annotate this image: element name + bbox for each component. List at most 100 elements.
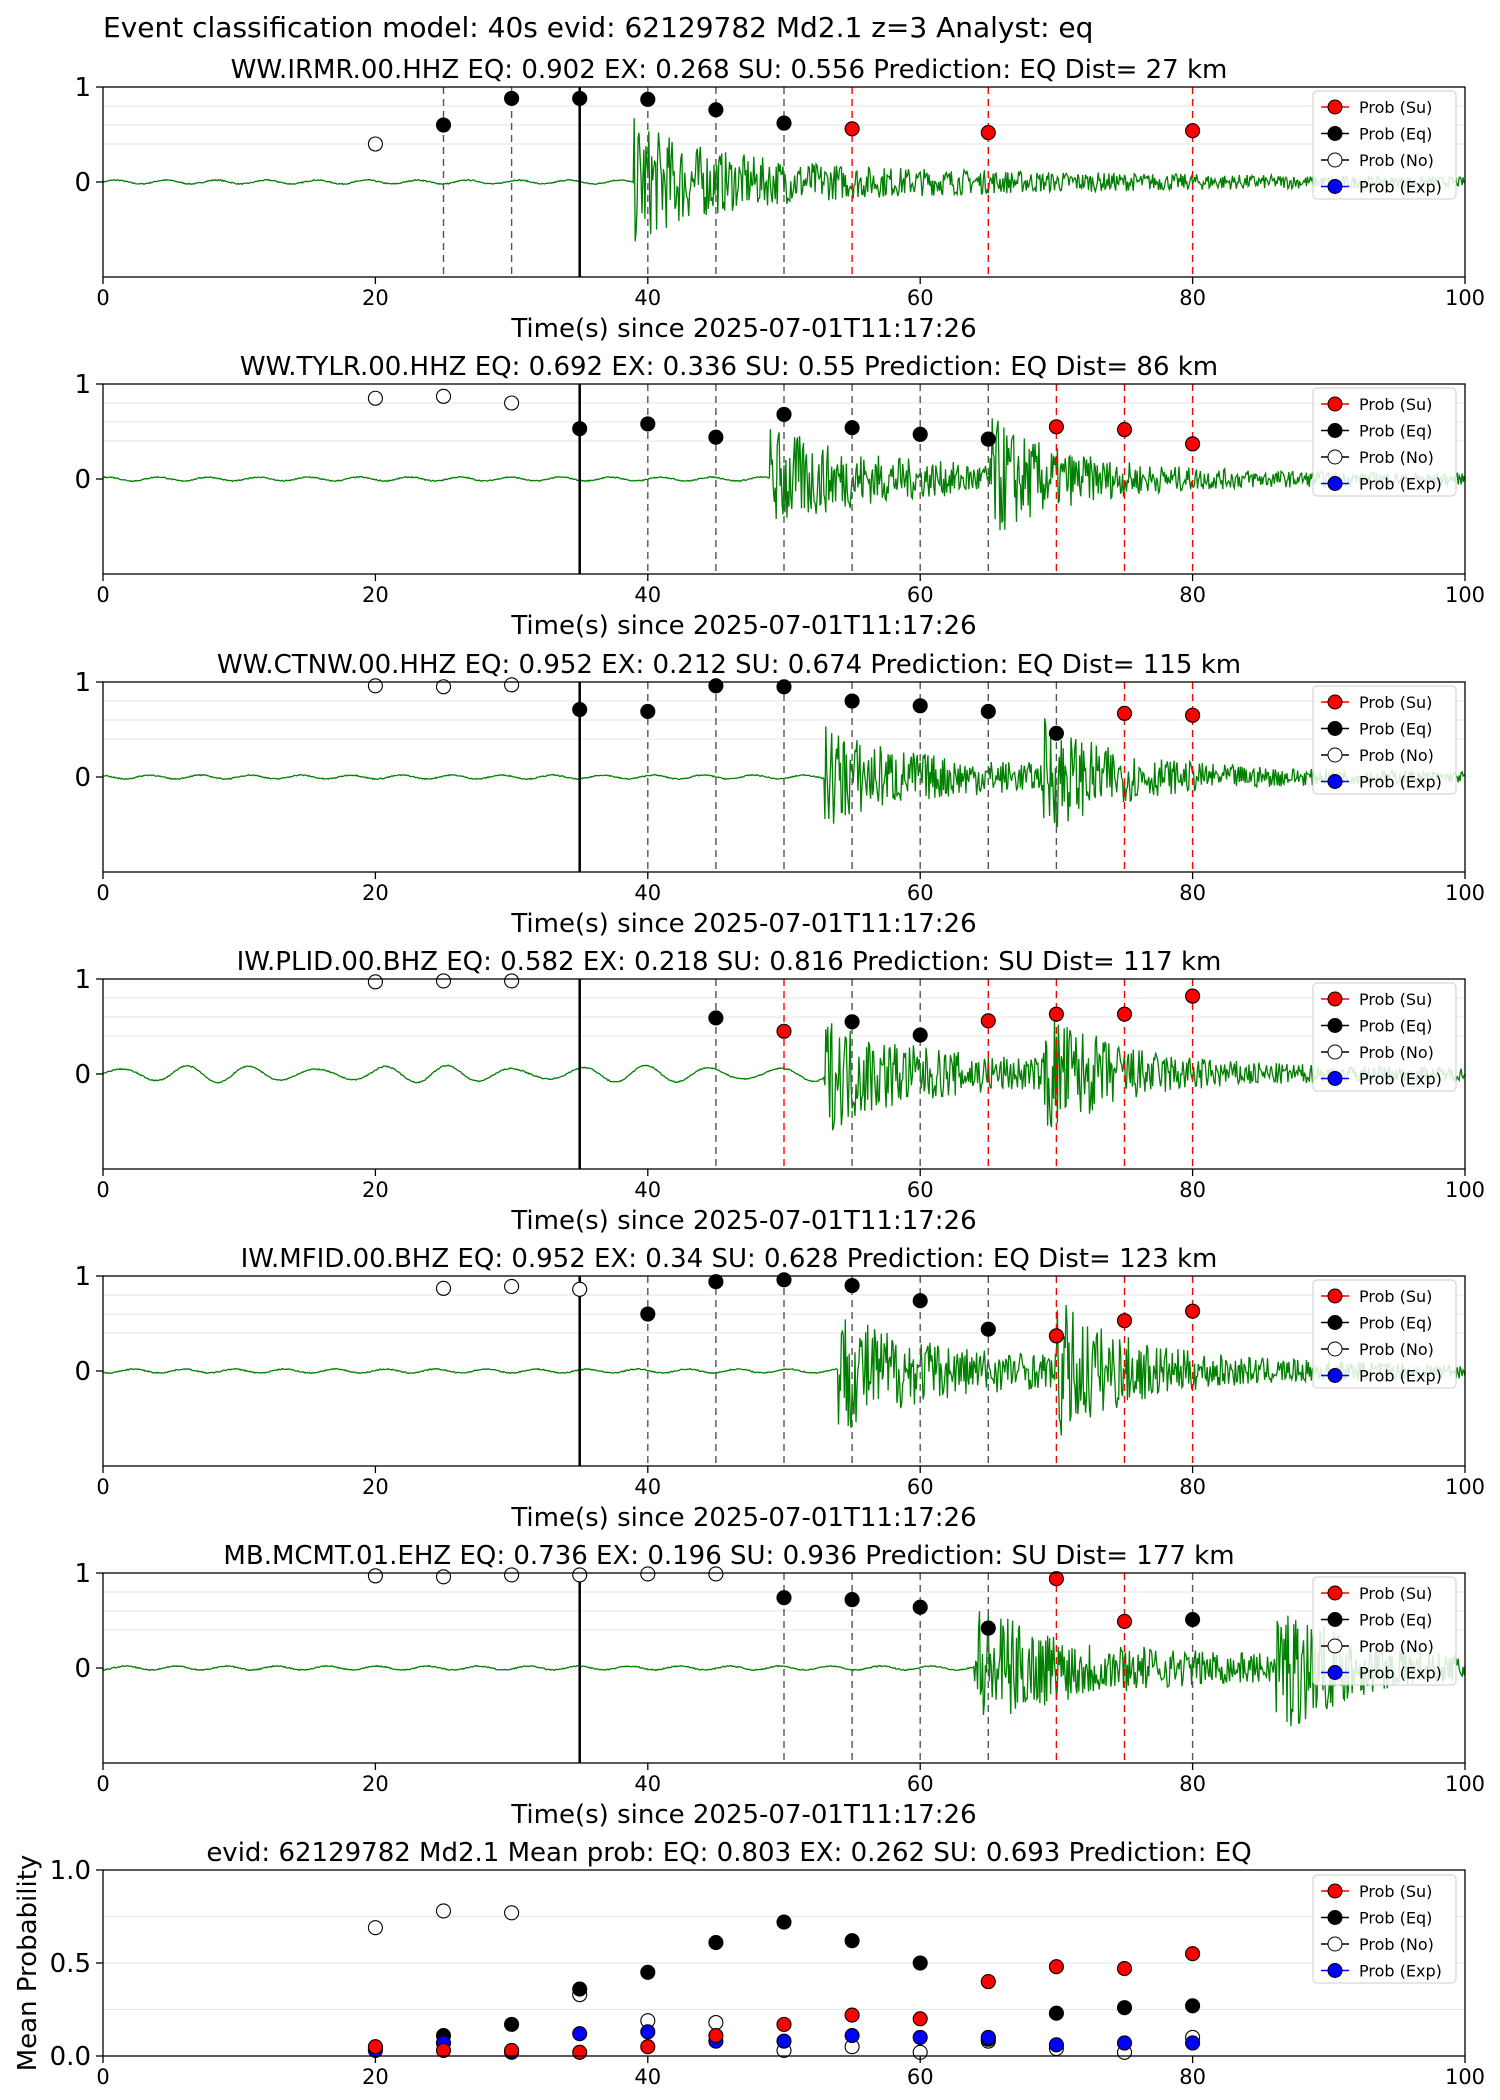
- panel-7: 0.0 0.5 1.0 0 20 40 60 80 100 Mean Probability evi…: [13, 1838, 1485, 2089]
- prob-marker-eq: [708, 429, 724, 445]
- prob-marker-no: [504, 1567, 520, 1583]
- x-tick-label: 0: [96, 2065, 109, 2089]
- legend-label-eq: Prob (Eq): [1359, 422, 1432, 441]
- legend-label-no: Prob (No): [1359, 746, 1434, 765]
- x-tick-label: 40: [634, 1475, 661, 1499]
- prob-marker-eq: [912, 698, 928, 714]
- legend-frame: [1312, 982, 1457, 1092]
- y-tick-label: 0.0: [50, 2042, 91, 2072]
- legend-label-eq: Prob (Eq): [1359, 1314, 1432, 1333]
- y-tick-label: 0.5: [50, 1949, 91, 1979]
- waveform-trace: [102, 418, 1466, 531]
- mean-prob-marker-su: [1185, 1946, 1201, 1962]
- mean-prob-marker-exp: [1185, 2035, 1201, 2051]
- prob-marker-eq: [572, 90, 588, 106]
- legend-frame: [1312, 685, 1457, 795]
- legend-label-exp: Prob (Exp): [1359, 773, 1442, 792]
- mean-prob-marker-su: [504, 2042, 520, 2058]
- legend-frame: [1312, 1279, 1457, 1389]
- prob-marker-no: [504, 1278, 520, 1294]
- legend-label-exp: Prob (Exp): [1359, 178, 1442, 197]
- x-tick-label: 40: [634, 583, 661, 607]
- x-tick-label: 40: [634, 1178, 661, 1202]
- panel-title: IW.PLID.00.BHZ EQ: 0.582 EX: 0.218 SU: 0…: [237, 947, 1222, 977]
- x-tick-label: 100: [1445, 1475, 1485, 1499]
- prob-marker-eq: [980, 1620, 996, 1636]
- x-tick-label: 100: [1445, 583, 1485, 607]
- y-tick-label: 1: [74, 965, 91, 995]
- prob-marker-su: [1048, 1571, 1064, 1587]
- prob-marker-eq: [435, 117, 452, 133]
- legend-marker-su: [1327, 991, 1343, 1007]
- x-tick-label: 0: [96, 286, 109, 310]
- prob-marker-no: [504, 973, 520, 989]
- y-tick-label: 0: [74, 1654, 91, 1684]
- prob-marker-no: [367, 1568, 383, 1584]
- legend-frame: [1312, 1874, 1457, 1984]
- mean-prob-marker-eq: [572, 1981, 588, 1997]
- mean-prob-marker-no: [435, 1903, 452, 1919]
- prob-marker-su: [980, 1013, 996, 1029]
- prob-marker-eq: [912, 426, 928, 442]
- legend-label-su: Prob (Su): [1359, 990, 1432, 1009]
- legend-frame: [1312, 90, 1457, 200]
- mean-prob-marker-exp: [1116, 2035, 1133, 2051]
- prob-marker-eq: [640, 416, 656, 432]
- legend-marker-exp: [1327, 1368, 1343, 1383]
- x-axis-label: Time(s) since 2025-07-01T11:17:26: [510, 1206, 976, 1236]
- x-tick-label: 0: [96, 1178, 109, 1202]
- prob-marker-su: [1116, 1313, 1133, 1329]
- x-tick-label: 80: [1179, 1772, 1206, 1796]
- waveform-trace: [102, 1304, 1466, 1436]
- mean-prob-marker-no: [708, 2014, 724, 2031]
- panel-title: WW.CTNW.00.HHZ EQ: 0.952 EX: 0.212 SU: 0…: [217, 650, 1241, 680]
- prob-marker-su: [980, 125, 996, 141]
- prob-marker-no: [367, 974, 383, 990]
- x-tick-label: 60: [907, 2065, 934, 2089]
- x-axis-label: Time(s) since 2025-07-01T11:17:26: [510, 1800, 976, 1830]
- x-tick-label: 20: [362, 583, 389, 607]
- y-axis-label: Mean Probability: [13, 1855, 43, 2072]
- x-tick-label: 0: [96, 1475, 109, 1499]
- mean-prob-marker-eq: [776, 1914, 792, 1930]
- mean-prob-marker-eq: [1116, 2000, 1133, 2016]
- legend-marker-exp: [1327, 179, 1343, 194]
- x-tick-label: 80: [1179, 2065, 1206, 2089]
- x-tick-label: 100: [1445, 2065, 1485, 2089]
- legend-marker-su: [1327, 396, 1343, 412]
- prob-marker-eq: [640, 1306, 656, 1322]
- prob-marker-su: [1116, 705, 1133, 721]
- legend-label-su: Prob (Su): [1359, 395, 1432, 414]
- legend-marker-no: [1327, 1341, 1343, 1357]
- x-tick-label: 0: [96, 1772, 109, 1796]
- legend-marker-eq: [1327, 423, 1343, 438]
- prob-marker-no: [572, 1567, 588, 1583]
- legend-label-eq: Prob (Eq): [1359, 1017, 1432, 1036]
- prob-marker-eq: [776, 406, 792, 422]
- legend-marker-no: [1327, 747, 1343, 763]
- panel-title: evid: 62129782 Md2.1 Mean prob: EQ: 0.80…: [206, 1838, 1251, 1868]
- y-tick-label: 1.0: [50, 1856, 91, 1886]
- legend-label-exp: Prob (Exp): [1359, 1070, 1442, 1089]
- mean-prob-marker-exp: [776, 2033, 792, 2049]
- y-tick-label: 1: [74, 1559, 91, 1589]
- prob-marker-su: [776, 1023, 792, 1039]
- prob-marker-eq: [844, 1277, 860, 1294]
- x-tick-label: 60: [907, 1178, 934, 1202]
- x-tick-label: 80: [1179, 1475, 1206, 1499]
- prob-marker-no: [435, 388, 452, 404]
- legend-marker-eq: [1327, 1315, 1343, 1330]
- x-axis-label: Time(s) since 2025-07-01T11:17:26: [510, 611, 976, 641]
- legend-label-su: Prob (Su): [1359, 693, 1432, 712]
- y-tick-label: 0: [74, 1060, 91, 1090]
- mean-prob-marker-no: [504, 1905, 520, 1921]
- prob-marker-su: [1185, 123, 1201, 139]
- prob-marker-eq: [1185, 1612, 1201, 1628]
- x-tick-label: 60: [907, 1475, 934, 1499]
- legend: Prob (Su) Prob (Eq) Prob (No) Prob (Exp): [1312, 1874, 1457, 1984]
- prob-marker-no: [367, 390, 383, 406]
- prob-marker-eq: [708, 1010, 724, 1026]
- prob-marker-eq: [776, 679, 792, 695]
- legend-label-eq: Prob (Eq): [1359, 1611, 1432, 1630]
